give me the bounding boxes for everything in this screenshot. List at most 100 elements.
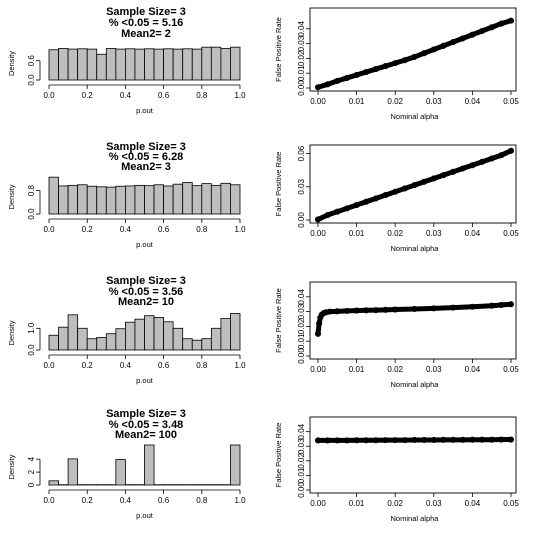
histogram-bar	[210, 46, 222, 81]
histogram-bar	[230, 46, 241, 81]
data-point	[469, 31, 476, 38]
histogram-bar	[182, 182, 193, 215]
data-point	[392, 60, 399, 67]
x-tick-label: 0.05	[503, 499, 519, 508]
histogram-bar	[144, 444, 155, 486]
data-point	[324, 81, 331, 88]
data-point	[314, 330, 322, 337]
histogram-bar	[105, 186, 117, 215]
x-tick-label: 0.00	[310, 365, 326, 374]
data-point	[334, 208, 341, 215]
histogram-bar	[96, 186, 107, 215]
y-tick-label: 0.00	[297, 212, 306, 228]
data-point	[450, 168, 457, 175]
plot-frame	[309, 7, 517, 92]
y-tick-label: 0.01	[297, 467, 306, 483]
histogram-bar	[115, 48, 126, 81]
x-tick-label: 0.03	[426, 229, 442, 238]
y-axis-label: Density	[7, 51, 16, 76]
y-tick-label: 0.0	[27, 74, 36, 86]
data-point	[401, 57, 408, 64]
fpr-curve	[315, 301, 514, 337]
x-tick-label: 0.03	[426, 97, 442, 106]
data-point	[334, 308, 341, 315]
chart-title-line: Mean2= 10	[118, 296, 174, 308]
histogram-bar	[210, 184, 222, 215]
x-tick-label: 0.8	[196, 91, 208, 100]
data-point	[469, 436, 476, 443]
data-point	[488, 302, 495, 309]
x-tick-label: 0.0	[43, 91, 55, 100]
chart-title-line: Mean2= 3	[121, 161, 171, 173]
histogram-bar	[58, 185, 69, 215]
x-axis-label: p.out	[136, 511, 154, 520]
data-point	[469, 162, 476, 169]
data-point	[314, 84, 322, 91]
x-tick-label: 0.04	[465, 97, 481, 106]
y-tick-label: 0.6	[27, 55, 36, 67]
x-tick-label: 0.03	[426, 499, 442, 508]
histogram-bar	[77, 184, 88, 215]
histogram-bar	[182, 338, 193, 351]
x-tick-label: 0.2	[82, 225, 94, 234]
data-point	[392, 188, 399, 195]
x-tick-label: 0.00	[310, 499, 326, 508]
y-tick-label: 0.03	[297, 303, 306, 319]
data-point	[324, 211, 331, 219]
histogram-bar	[67, 184, 79, 215]
data-point	[353, 201, 360, 209]
x-tick-label: 0.05	[503, 229, 519, 238]
chart-title-line: Sample Size= 3	[106, 141, 186, 153]
histogram-bar	[191, 339, 203, 351]
x-tick-label: 0.02	[387, 229, 403, 238]
data-point	[478, 158, 486, 165]
histogram-bar	[134, 318, 145, 351]
data-point	[324, 437, 331, 444]
histogram-bar	[144, 185, 155, 215]
plot-frame	[309, 416, 517, 494]
x-tick-label: 0.04	[465, 499, 481, 508]
data-point	[334, 437, 341, 444]
y-tick-label: 2	[27, 469, 36, 474]
data-point	[478, 436, 486, 443]
data-point	[392, 306, 399, 313]
histogram-bar	[201, 338, 212, 351]
histogram-bar	[67, 48, 79, 81]
data-point	[498, 20, 505, 27]
data-point	[343, 307, 351, 314]
data-point	[353, 437, 360, 444]
histogram-bar	[86, 48, 98, 81]
data-point	[498, 152, 505, 159]
x-tick-label: 0.0	[43, 361, 55, 370]
y-axis-label: Density	[7, 320, 16, 345]
histogram-bar	[86, 338, 98, 351]
data-point	[411, 436, 418, 444]
x-tick-label: 0.04	[465, 229, 481, 238]
data-point	[430, 305, 437, 312]
y-tick-label: 0.06	[297, 145, 306, 161]
histogram-bar	[201, 46, 212, 81]
plot-frame	[309, 144, 517, 224]
x-tick-label: 0.4	[120, 225, 132, 234]
histogram-bar	[67, 314, 79, 351]
x-tick-label: 1.0	[234, 496, 246, 505]
x-tick-label: 0.00	[310, 97, 326, 106]
data-point	[440, 436, 447, 443]
data-point	[478, 27, 486, 35]
data-point	[450, 39, 457, 46]
y-tick-label: 0.0	[27, 344, 36, 356]
histogram-bar	[125, 185, 136, 215]
x-tick-label: 0.01	[349, 499, 365, 508]
data-point	[343, 205, 351, 212]
y-axis-label: False Positive Rate	[274, 423, 283, 488]
y-tick-label: 0.8	[27, 185, 36, 197]
x-tick-label: 0.2	[82, 361, 94, 370]
data-point	[440, 42, 447, 49]
data-point	[316, 320, 323, 327]
data-point	[353, 71, 360, 79]
histogram-bar	[201, 183, 212, 215]
histogram-bar	[58, 48, 69, 81]
x-tick-label: 0.0	[43, 496, 55, 505]
histogram-bar	[77, 48, 88, 81]
x-tick-label: 0.6	[158, 91, 170, 100]
